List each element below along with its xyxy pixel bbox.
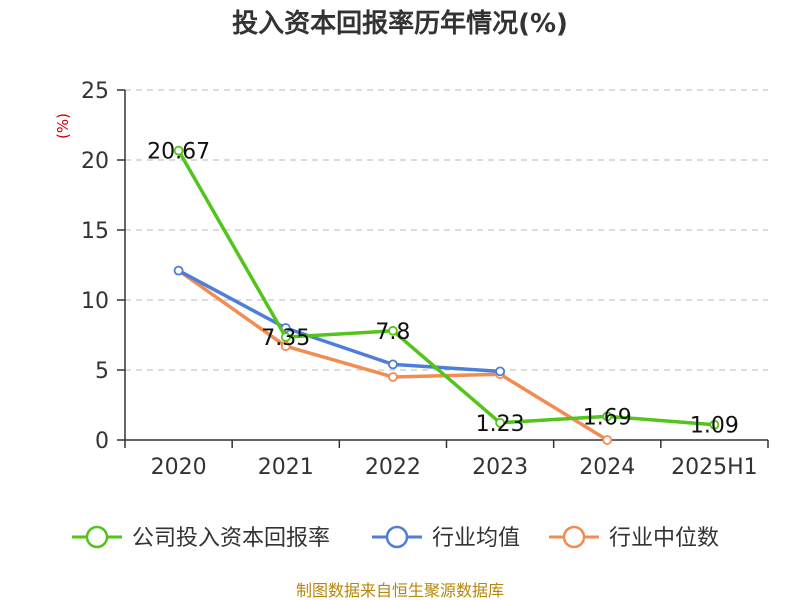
x-tick-label: 2024: [579, 455, 635, 480]
y-tick-label: 25: [81, 79, 109, 104]
data-point: [388, 325, 398, 336]
data-point: [495, 417, 505, 428]
legend-label: 行业均值: [432, 526, 520, 551]
x-tick-label: 2020: [151, 455, 207, 480]
legend-marker: [385, 525, 409, 549]
y-axis-label: (%): [54, 113, 72, 139]
series-line: [177, 149, 715, 427]
y-tick-label: 20: [81, 149, 109, 174]
data-label: 1.69: [583, 405, 632, 430]
data-point: [709, 419, 720, 430]
y-tick-labels: 0 5 10 15 20 25: [81, 79, 109, 454]
data-labels: 20.67 7.35 7.8 1.23 1.69 1.09: [147, 140, 739, 439]
axes: [117, 89, 769, 448]
chart-title: 投入资本回报率历年情况(%): [232, 8, 568, 39]
y-tick-label: 15: [81, 219, 109, 244]
x-tick-labels: 2020 2021 2022 2023 2024 2025H1: [151, 455, 758, 480]
legend-marker: [562, 525, 586, 549]
data-point: [388, 372, 398, 382]
x-tick-label: 2025H1: [671, 455, 758, 480]
legend-marker: [85, 525, 109, 549]
data-point: [280, 332, 291, 343]
data-point: [173, 145, 184, 156]
y-tick-label: 10: [81, 289, 109, 314]
y-tick-label: 0: [95, 429, 109, 454]
legend-label: 公司投入资本回报率: [132, 526, 330, 551]
grid-lines: [125, 89, 768, 371]
y-tick-label: 5: [95, 359, 109, 384]
series-line: [177, 269, 609, 442]
data-point: [602, 411, 613, 422]
data-label: 7.35: [261, 326, 310, 351]
data-point: [388, 359, 398, 370]
x-tick-label: 2022: [365, 455, 421, 480]
legend[interactable]: 公司投入资本回报率 行业均值 行业中位数: [72, 525, 719, 551]
x-tick-label: 2021: [258, 455, 314, 480]
source-note: 制图数据来自恒生聚源数据库: [296, 581, 504, 600]
data-point: [173, 265, 184, 276]
series-lines: [173, 145, 720, 445]
legend-label: 行业中位数: [609, 526, 719, 551]
data-label: 7.8: [375, 320, 410, 345]
series-line: [177, 269, 501, 374]
data-label: 20.67: [147, 140, 210, 165]
data-point: [495, 366, 505, 377]
x-tick-label: 2023: [472, 455, 528, 480]
data-point: [602, 435, 613, 445]
data-point: [280, 341, 291, 352]
data-label: 1.23: [476, 412, 525, 437]
data-label: 1.09: [690, 414, 739, 439]
